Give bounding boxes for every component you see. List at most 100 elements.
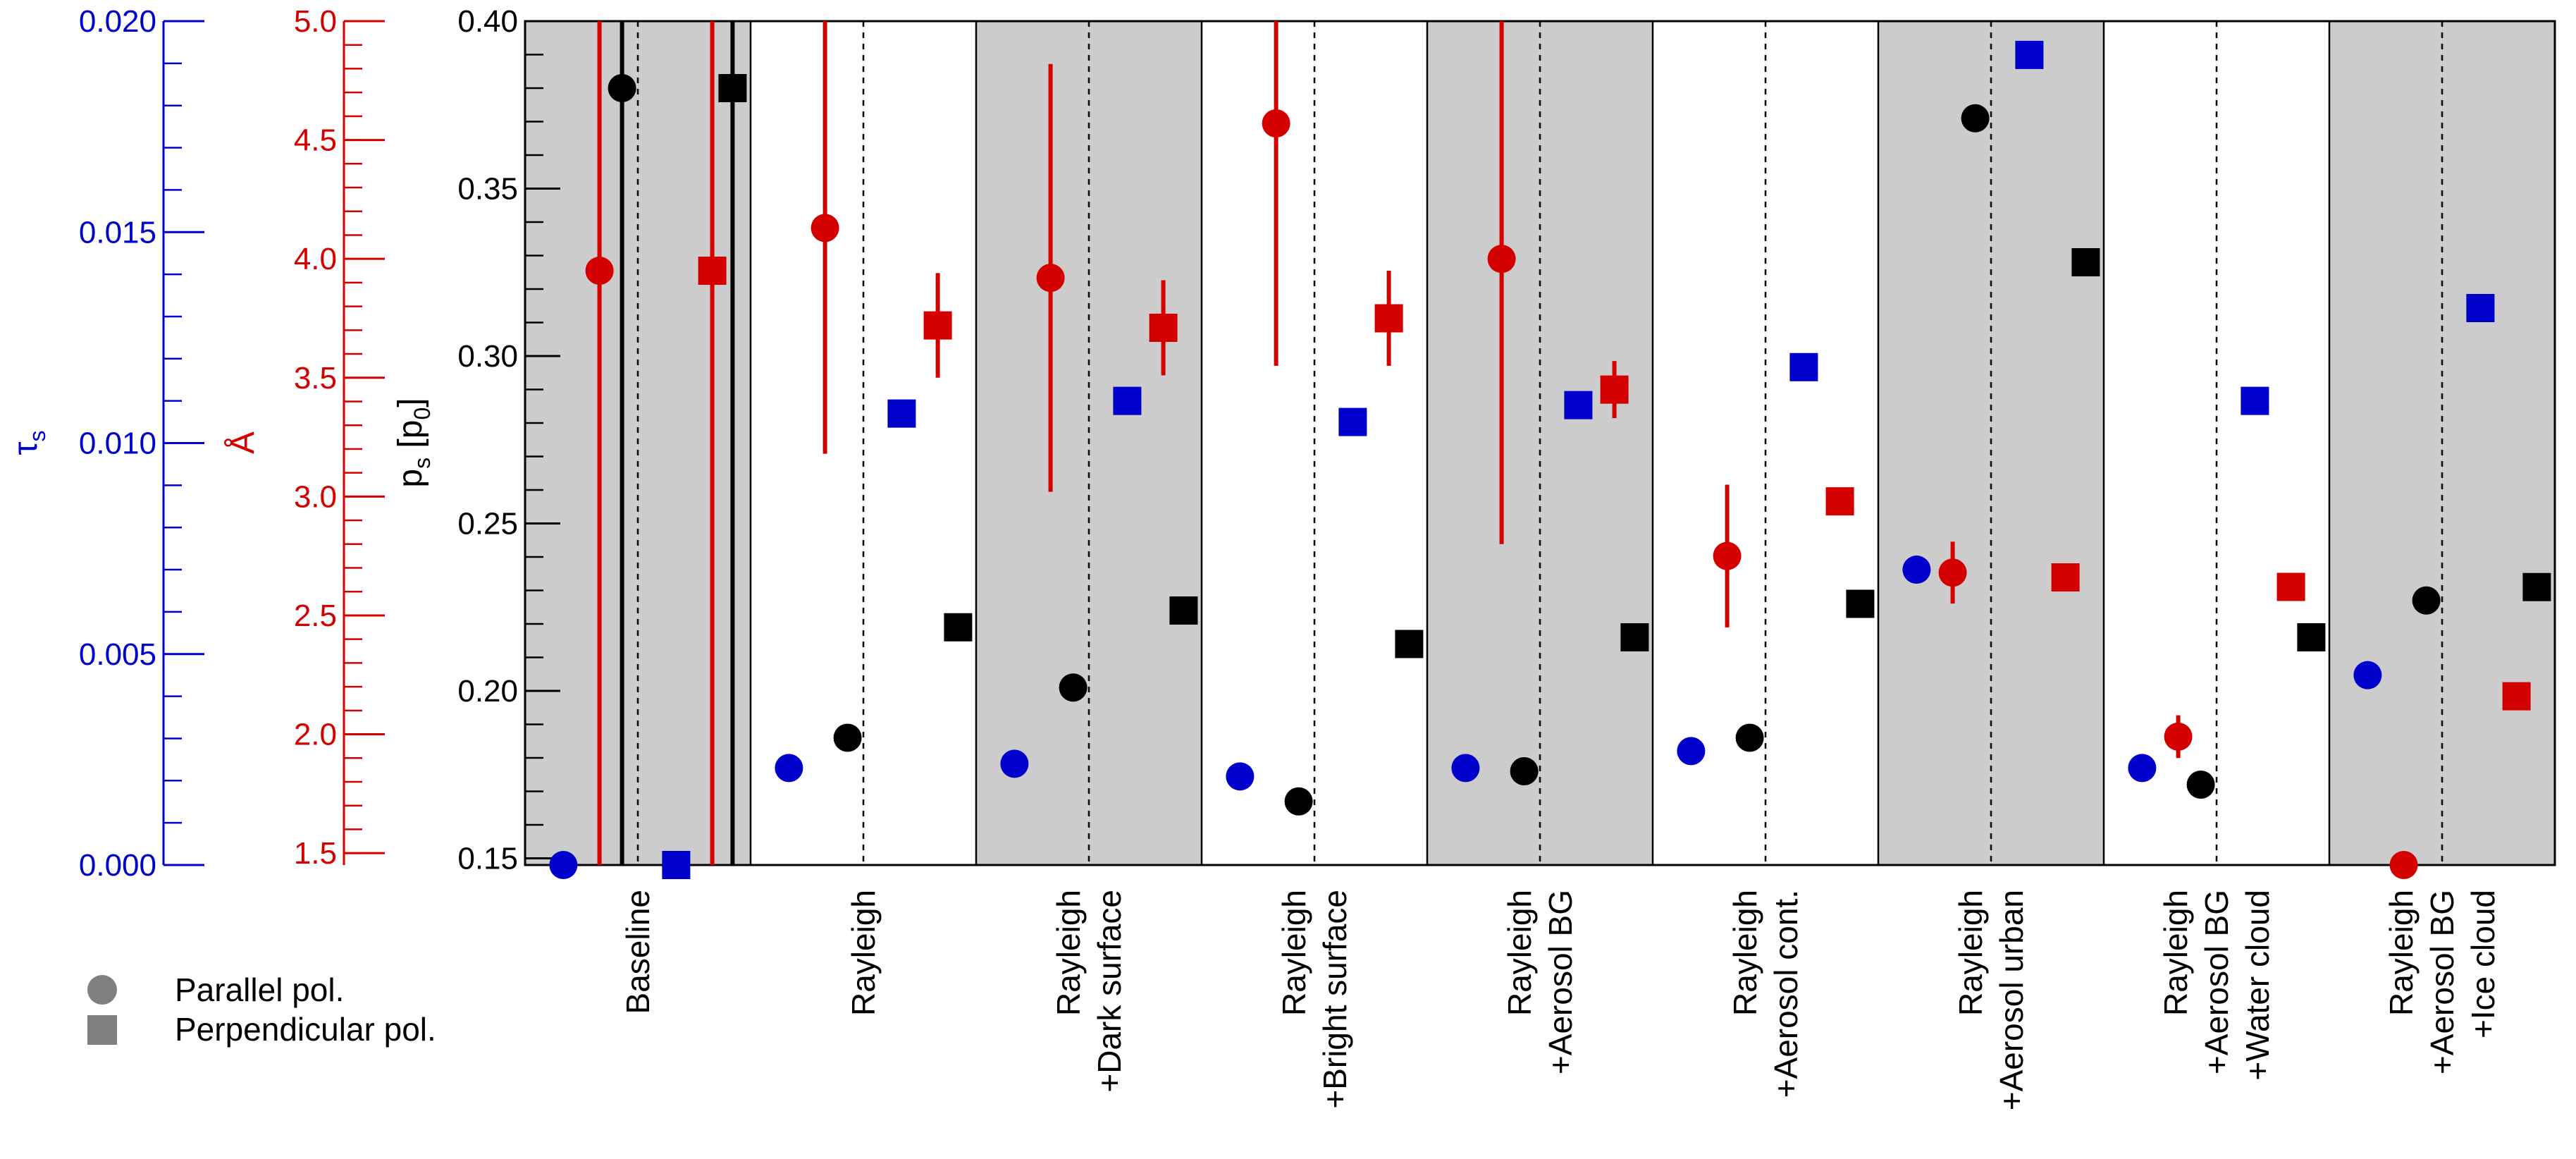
tau_s-parallel-point: [1902, 556, 1931, 584]
category-label-5-0: Rayleigh: [1727, 890, 1763, 1016]
p_s-parallel-point: [1961, 104, 1990, 133]
tau_s-perpendicular-point: [1113, 386, 1142, 415]
Angstrom-parallel-point: [1262, 109, 1290, 137]
p_s-parallel-point: [1059, 673, 1087, 702]
tau_s-parallel-point: [1000, 749, 1029, 778]
p_s-perpendicular-point: [1395, 630, 1424, 658]
Angstrom-perpendicular-point: [1149, 313, 1178, 342]
angstrom-tick-label: 3.0: [294, 479, 337, 514]
p_s-perpendicular-point: [2297, 623, 2326, 651]
Angstrom-parallel-point: [2164, 722, 2193, 751]
category-labels: Baseline Rayleigh Rayleigh +Dark surface Ray…: [620, 890, 2501, 1110]
tau-tick-label: 0.000: [79, 848, 156, 883]
p_s-parallel-point: [2412, 586, 2441, 615]
tau_s-perpendicular-point: [2015, 40, 2044, 69]
p_s-parallel-point: [608, 74, 636, 102]
ps-tick-label: 0.35: [457, 172, 518, 207]
ps-tick-label: 0.30: [457, 339, 518, 374]
category-label-6-1: +Aerosol urban: [1993, 890, 2030, 1110]
p_s-perpendicular-point: [1846, 589, 1875, 618]
category-label-7-2: +Water cloud: [2239, 890, 2276, 1081]
p_s-parallel-point: [1735, 723, 1764, 752]
tau_s-perpendicular-point: [887, 399, 916, 428]
p_s-perpendicular-point: [718, 74, 747, 102]
category-label-1-0: Rayleigh: [845, 890, 882, 1016]
ps-axis-title: ps [p0]: [392, 398, 435, 487]
category-label-3-0: Rayleigh: [1276, 890, 1312, 1016]
category-label-7-0: Rayleigh: [2157, 890, 2194, 1016]
category-label-8-0: Rayleigh: [2383, 890, 2420, 1016]
p_s-perpendicular-point: [1169, 596, 1198, 625]
Angstrom-parallel-point: [1713, 541, 1742, 570]
tau_s-perpendicular-point: [2241, 386, 2269, 415]
category-label-8-2: +Ice cloud: [2465, 890, 2501, 1038]
category-label-2-0: Rayleigh: [1050, 890, 1087, 1016]
category-label-0-0: Baseline: [620, 890, 656, 1014]
legend-square-marker: [87, 1015, 117, 1045]
category-label-7-1: +Aerosol BG: [2198, 890, 2235, 1074]
ps-title-sub: s: [409, 458, 435, 469]
Angstrom-parallel-point: [585, 257, 614, 286]
legend-circle-marker: [87, 975, 117, 1005]
Angstrom-parallel-point: [1036, 264, 1065, 293]
p_s-parallel-point: [2186, 771, 2215, 799]
Angstrom-parallel-point: [1487, 245, 1516, 274]
ps-tick-label: 0.25: [457, 507, 518, 541]
tau_s-parallel-point: [549, 851, 578, 879]
Angstrom-perpendicular-point: [2502, 682, 2531, 711]
Angstrom-perpendicular-point: [1600, 375, 1629, 404]
ps-tick-label: 0.15: [457, 842, 518, 876]
tau-tick-label: 0.020: [79, 4, 156, 39]
tau_s-perpendicular-point: [2466, 293, 2495, 322]
ps-title-main: p: [392, 469, 429, 488]
tau-axis-title: τs: [7, 431, 50, 455]
tau-tick-label: 0.015: [79, 215, 156, 250]
tau_s-parallel-point: [2128, 754, 2157, 783]
tau-tick-label: 0.010: [79, 427, 156, 461]
p_s-parallel-point: [1510, 757, 1539, 785]
category-label-5-1: +Aerosol cont.: [1768, 890, 1804, 1098]
tau_s-parallel-point: [1451, 754, 1480, 783]
tau_s-parallel-point: [2353, 661, 2382, 689]
Angstrom-perpendicular-point: [1374, 304, 1403, 333]
angstrom-tick-label: 5.0: [294, 4, 337, 39]
axes-group: 0.000 0.005 0.010 0.015 0.020 1.5 2.0 2.5 3.0 3.5…: [79, 4, 560, 883]
tau_s-parallel-point: [1226, 762, 1255, 791]
tau-tick-label: 0.005: [79, 637, 156, 672]
Angstrom-parallel-point: [2389, 851, 2418, 879]
Angstrom-perpendicular-point: [698, 257, 727, 286]
tau-title-sub: s: [25, 431, 50, 442]
legend: Parallel pol. Perpendicular pol.: [87, 971, 436, 1048]
tau_s-perpendicular-point: [1789, 352, 1818, 381]
tau_s-perpendicular-point: [1564, 391, 1593, 419]
ps-tick-label: 0.20: [457, 674, 518, 709]
Angstrom-perpendicular-point: [2276, 572, 2305, 601]
category-label-2-1: +Dark surface: [1091, 890, 1128, 1093]
category-label-3-1: +Bright surface: [1317, 890, 1353, 1109]
Angstrom-perpendicular-point: [1825, 487, 1854, 516]
angstrom-tick-label: 4.0: [294, 242, 337, 276]
Angstrom-parallel-point: [1938, 558, 1967, 587]
ps-tick-label: 0.40: [457, 4, 518, 39]
angstrom-axis-title: Å: [224, 431, 261, 454]
category-label-6-0: Rayleigh: [1952, 890, 1989, 1016]
Angstrom-parallel-point: [811, 214, 839, 243]
Angstrom-perpendicular-point: [923, 311, 952, 340]
category-label-8-1: +Aerosol BG: [2424, 890, 2460, 1074]
category-label-4-1: +Aerosol BG: [1542, 890, 1579, 1074]
angstrom-tick-label: 2.5: [294, 599, 337, 633]
panel-dividers: [524, 20, 2556, 866]
p_s-parallel-point: [1284, 787, 1313, 816]
Angstrom-perpendicular-point: [2051, 563, 2080, 592]
p_s-perpendicular-point: [944, 613, 973, 642]
p_s-perpendicular-point: [2522, 572, 2551, 601]
tau_s-perpendicular-point: [662, 851, 691, 879]
legend-parallel-label: Parallel pol.: [175, 971, 344, 1008]
legend-perpendicular-label: Perpendicular pol.: [175, 1011, 436, 1048]
data-marks: [549, 21, 2551, 879]
tau_s-parallel-point: [1677, 737, 1706, 766]
p_s-perpendicular-point: [2071, 248, 2100, 276]
angstrom-tick-label: 1.5: [294, 836, 337, 871]
tau_s-perpendicular-point: [1338, 407, 1367, 436]
